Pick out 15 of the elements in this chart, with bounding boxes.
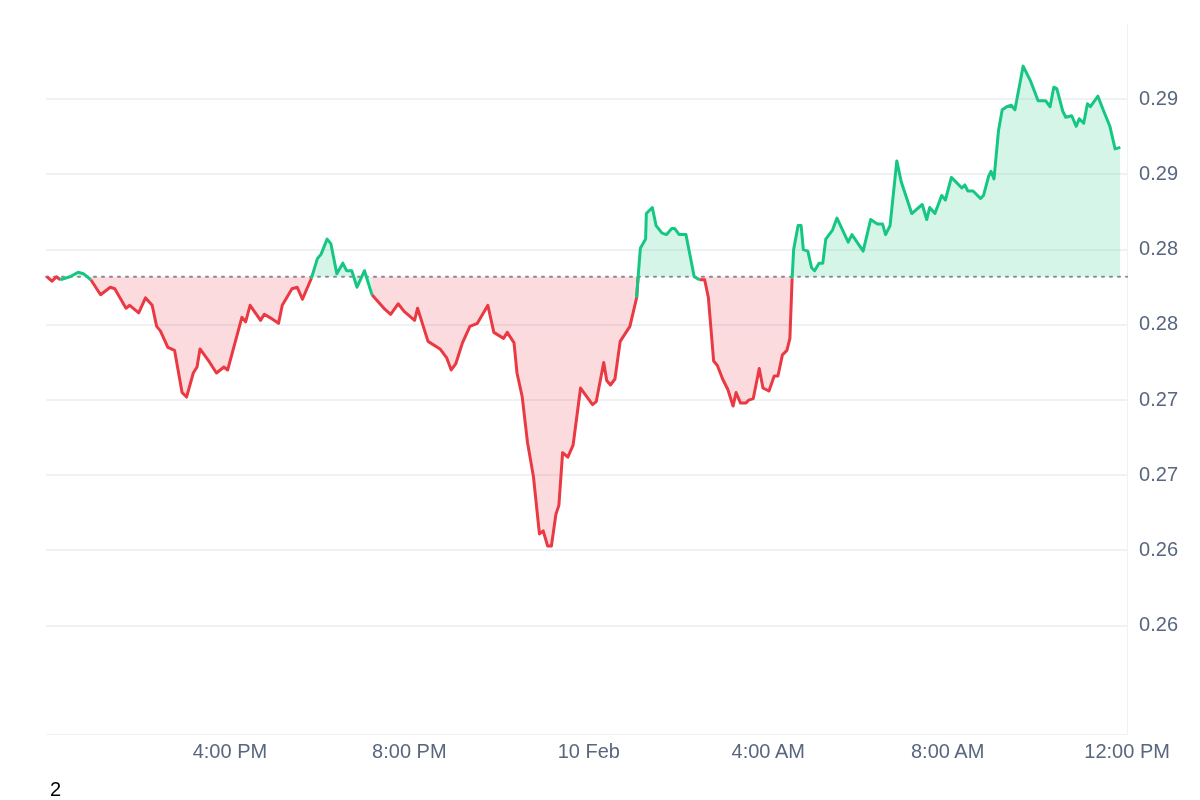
text: 2 bbox=[50, 778, 62, 800]
y-tick-label: 0.26 bbox=[1139, 613, 1179, 636]
y-tick-label: 0.27 bbox=[1139, 387, 1179, 410]
x-tick-label: 8:00 AM bbox=[910, 739, 985, 762]
y-tick-label: 0.29 bbox=[1139, 86, 1179, 109]
y-tick-label: 0.29 bbox=[1139, 161, 1179, 184]
y-tick-label: 0.28 bbox=[1139, 312, 1179, 335]
x-tick-label: 4:00 PM bbox=[192, 739, 268, 762]
y-tick-label: 0.28 bbox=[1139, 237, 1179, 260]
x-tick-label: 10 Feb bbox=[557, 739, 620, 762]
x-tick-label: 12:00 PM bbox=[1084, 739, 1170, 762]
x-tick-label: 4:00 AM bbox=[731, 739, 805, 762]
y-tick-label: 0.26 bbox=[1139, 538, 1179, 560]
x-tick-label: 8:00 PM bbox=[372, 739, 447, 762]
y-tick-label: 0.27 bbox=[1139, 462, 1179, 485]
